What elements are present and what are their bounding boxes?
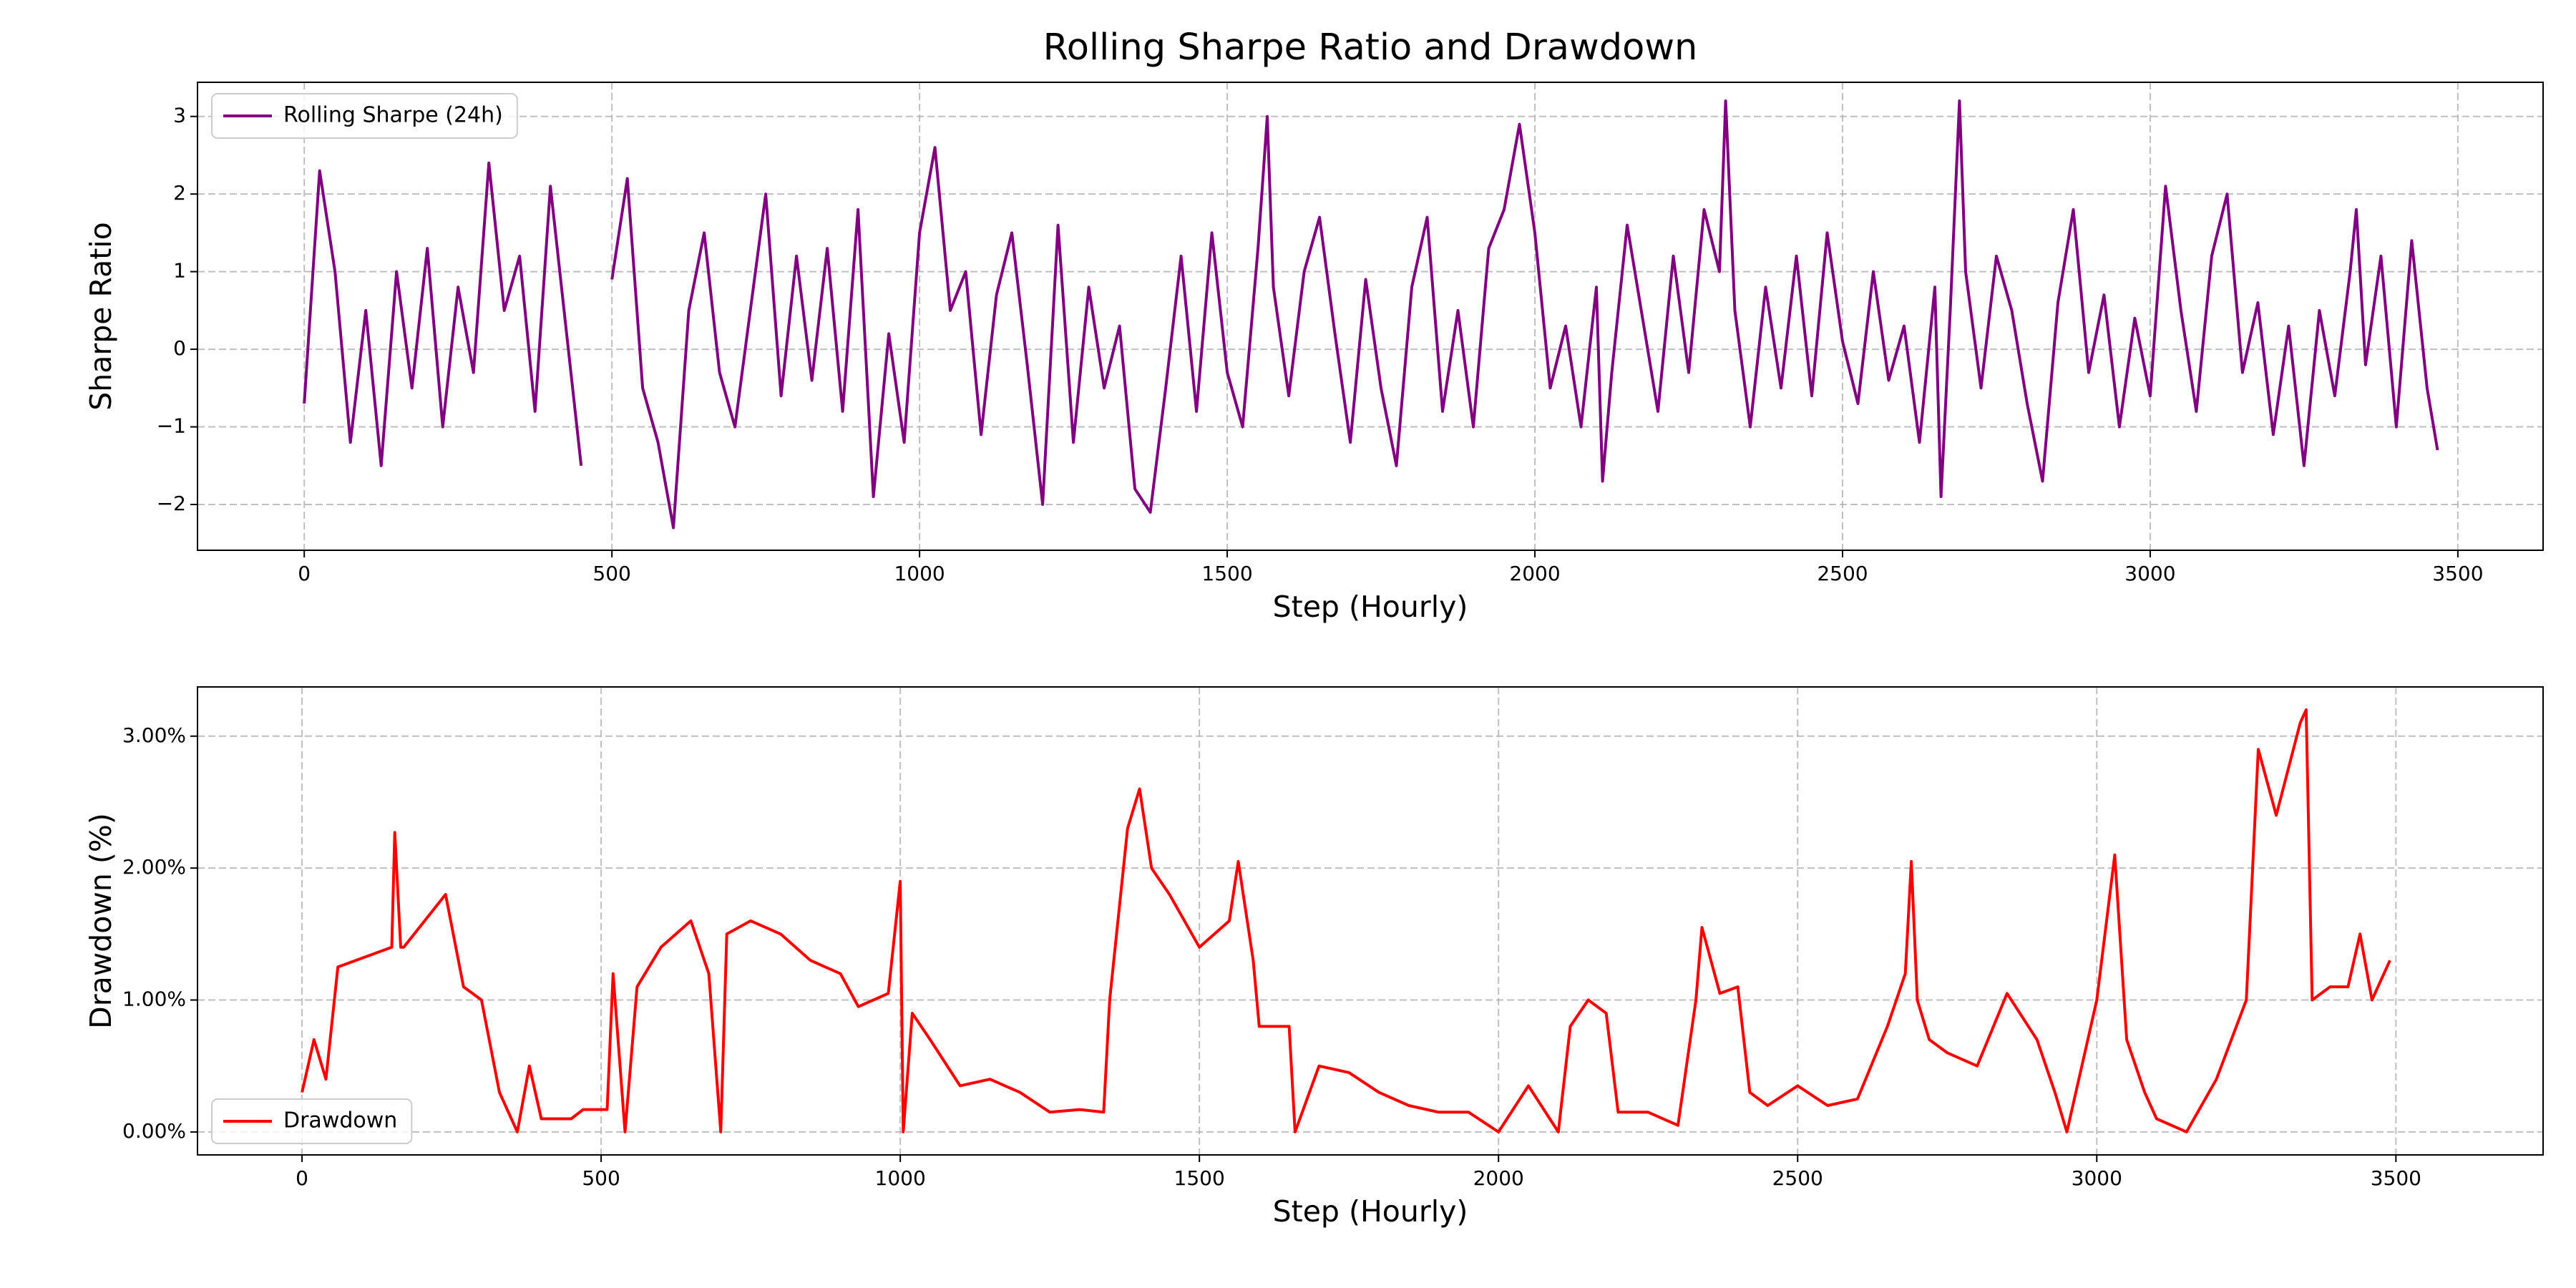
x-axis-label: Step (Hourly) [1273, 1194, 1468, 1229]
x-tick-label: 2000 [1509, 562, 1560, 585]
y-tick-label: 1.00% [122, 987, 186, 1011]
y-axis-label: Drawdown (%) [84, 813, 118, 1029]
x-tick-label: 2500 [1772, 1166, 1823, 1190]
x-tick-label: 0 [296, 1166, 308, 1190]
y-axis-label: Sharpe Ratio [84, 222, 118, 411]
x-tick-label: 1500 [1201, 562, 1252, 585]
x-tick-label: 500 [592, 562, 630, 585]
legend-box [211, 93, 518, 139]
legend-box [211, 1098, 413, 1144]
x-tick-label: 0 [298, 562, 311, 585]
axes-frame [197, 82, 2544, 551]
y-tick-label: 3.00% [122, 723, 186, 747]
y-tick-label: 2 [173, 181, 186, 205]
y-tick-label: 2.00% [122, 855, 186, 879]
y-tick-label: −2 [157, 492, 186, 515]
legend-label: Drawdown [283, 1108, 397, 1133]
x-axis-label: Step (Hourly) [1273, 590, 1468, 624]
data-line [303, 99, 2439, 530]
legend-label: Rolling Sharpe (24h) [283, 103, 503, 128]
x-tick-label: 500 [582, 1166, 620, 1190]
x-tick-label: 3000 [2072, 1166, 2122, 1190]
x-tick-label: 3500 [2432, 562, 2483, 585]
x-tick-label: 1000 [894, 562, 945, 585]
chart-title: Rolling Sharpe Ratio and Drawdown [1043, 26, 1698, 69]
x-tick-label: 1500 [1174, 1166, 1225, 1190]
x-tick-label: 2000 [1473, 1166, 1524, 1190]
x-tick-label: 2500 [1817, 562, 1868, 585]
y-tick-label: 3 [173, 104, 186, 127]
x-tick-label: 3500 [2371, 1166, 2421, 1190]
y-tick-label: 1 [173, 259, 186, 283]
y-tick-label: 0.00% [122, 1119, 186, 1143]
y-tick-label: 0 [173, 336, 186, 360]
x-tick-label: 3000 [2124, 562, 2175, 585]
axes-frame [197, 686, 2544, 1156]
x-tick-label: 1000 [875, 1166, 926, 1190]
data-line [301, 708, 2391, 1133]
y-tick-label: −1 [157, 414, 186, 438]
